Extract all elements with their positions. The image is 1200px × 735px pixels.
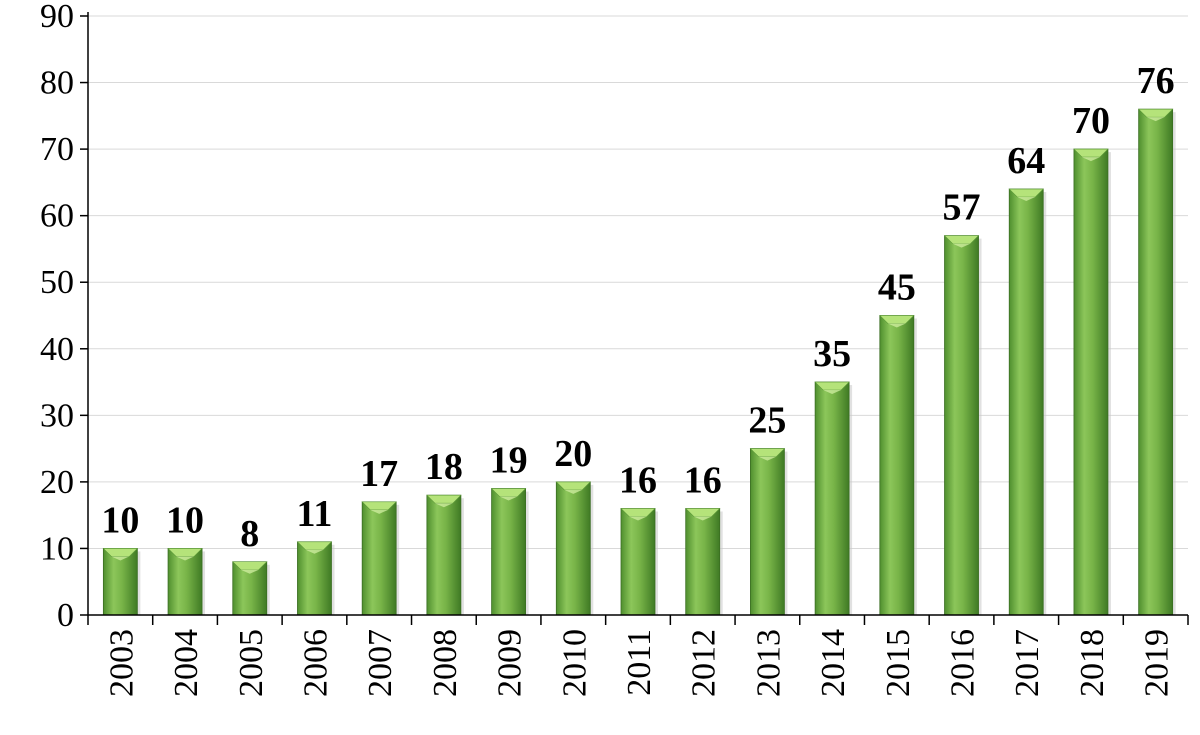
- bar-2010: [555, 481, 594, 616]
- bar-2013: [749, 448, 788, 616]
- data-label: 64: [1007, 140, 1045, 182]
- bar-highlight: [887, 323, 906, 328]
- data-label: 18: [425, 446, 463, 488]
- bar-body: [297, 541, 332, 616]
- bar-highlight: [823, 390, 842, 395]
- y-tick-label: 60: [40, 198, 74, 235]
- bars: [102, 108, 1176, 616]
- data-label: 70: [1072, 100, 1110, 142]
- bar-2009: [490, 488, 529, 616]
- bar-2005: [232, 561, 270, 616]
- bar-highlight: [370, 509, 389, 514]
- x-tick-label: 2011: [621, 629, 658, 696]
- data-label: 20: [554, 433, 592, 475]
- bar-2012: [684, 508, 723, 616]
- bar-body: [814, 381, 850, 616]
- x-tick-label: 2014: [815, 629, 852, 697]
- bar-body: [555, 481, 591, 616]
- bar-2011: [620, 508, 658, 616]
- bar-2014: [814, 381, 853, 616]
- y-tick-label: 70: [40, 131, 74, 168]
- bar-2015: [879, 315, 917, 616]
- bar-highlight: [693, 516, 712, 521]
- bar-highlight: [305, 549, 324, 554]
- data-labels: 10 10 8 11 17 18 19 20 16 16 25 35 45 57 64 70 76: [101, 60, 1174, 555]
- bar-highlight: [1146, 117, 1165, 122]
- bar-2004: [167, 548, 206, 616]
- x-tick-label: 2006: [297, 629, 334, 697]
- x-tick-label: 2005: [233, 629, 270, 697]
- x-tick-label: 2019: [1139, 629, 1176, 697]
- bar-body: [1073, 148, 1109, 616]
- bar-highlight: [434, 503, 453, 508]
- bar-body: [620, 508, 656, 616]
- data-label: 11: [297, 493, 333, 535]
- bar-2016: [943, 235, 982, 616]
- bar-2008: [426, 494, 464, 616]
- y-tick-label: 10: [40, 530, 74, 567]
- data-label: 17: [360, 453, 398, 495]
- bar-body: [361, 501, 397, 616]
- bar-highlight: [952, 243, 971, 248]
- x-tick-label: 2003: [103, 629, 140, 697]
- x-tick-label: 2012: [686, 629, 723, 697]
- x-tick-label: 2009: [492, 629, 529, 697]
- x-tick-label: 2004: [168, 629, 205, 697]
- data-label: 10: [101, 499, 139, 541]
- axes: [80, 12, 1189, 625]
- y-tick-label: 90: [40, 0, 74, 35]
- data-label: 76: [1137, 60, 1175, 102]
- data-label: 45: [878, 267, 916, 309]
- data-label: 16: [684, 460, 722, 502]
- data-label: 16: [619, 460, 657, 502]
- gridlines: [88, 15, 1188, 549]
- x-tick-label: 2018: [1074, 629, 1111, 697]
- x-tick-label: 2017: [1009, 629, 1046, 697]
- bar-highlight: [1081, 157, 1100, 162]
- y-tick-label: 20: [40, 464, 74, 501]
- x-tick-label: 2015: [880, 629, 917, 697]
- bar-highlight: [629, 516, 647, 521]
- bar-highlight: [111, 556, 130, 561]
- data-label: 25: [748, 400, 786, 442]
- bar-body: [944, 235, 979, 616]
- x-tick-label: 2007: [362, 629, 399, 697]
- y-tick-labels: 0 10 20 30 40 50 60 70 80 90: [40, 0, 74, 634]
- bar-2017: [1008, 188, 1047, 616]
- x-tick-label: 2010: [556, 629, 593, 697]
- bar-body: [1138, 108, 1174, 616]
- bar-highlight: [564, 489, 583, 494]
- bar-2007: [361, 501, 400, 616]
- bar-highlight: [499, 496, 518, 501]
- data-label: 57: [943, 187, 981, 229]
- y-tick-label: 30: [40, 397, 74, 434]
- y-tick-label: 80: [40, 65, 74, 102]
- x-tick-labels: 2003 2004 2005 2006 2007 2008 2009 2010 2011 2012…: [103, 629, 1175, 697]
- x-tick-label: 2008: [427, 629, 464, 697]
- y-tick-label: 40: [40, 331, 74, 368]
- bar-highlight: [758, 456, 777, 461]
- bar-body: [491, 488, 526, 616]
- bar-2006: [296, 541, 335, 616]
- bar-body: [750, 448, 785, 616]
- bar-2019: [1137, 108, 1176, 616]
- data-label: 8: [240, 513, 259, 555]
- bar-body: [1008, 188, 1044, 616]
- bar-body: [426, 494, 462, 616]
- bar-highlight: [176, 556, 195, 561]
- y-tick-label: 50: [40, 264, 74, 301]
- y-tick-label: 0: [57, 597, 74, 634]
- x-tick-label: 2013: [750, 629, 787, 697]
- bar-body: [879, 315, 915, 616]
- data-label: 19: [490, 440, 528, 482]
- x-tick-label: 2016: [945, 629, 982, 697]
- data-label: 10: [166, 499, 204, 541]
- bar-highlight: [1017, 197, 1036, 202]
- data-label: 35: [813, 333, 851, 375]
- bar-2003: [102, 548, 141, 616]
- bar-highlight: [240, 569, 259, 574]
- bar-body: [685, 508, 721, 616]
- bar-2018: [1073, 148, 1111, 616]
